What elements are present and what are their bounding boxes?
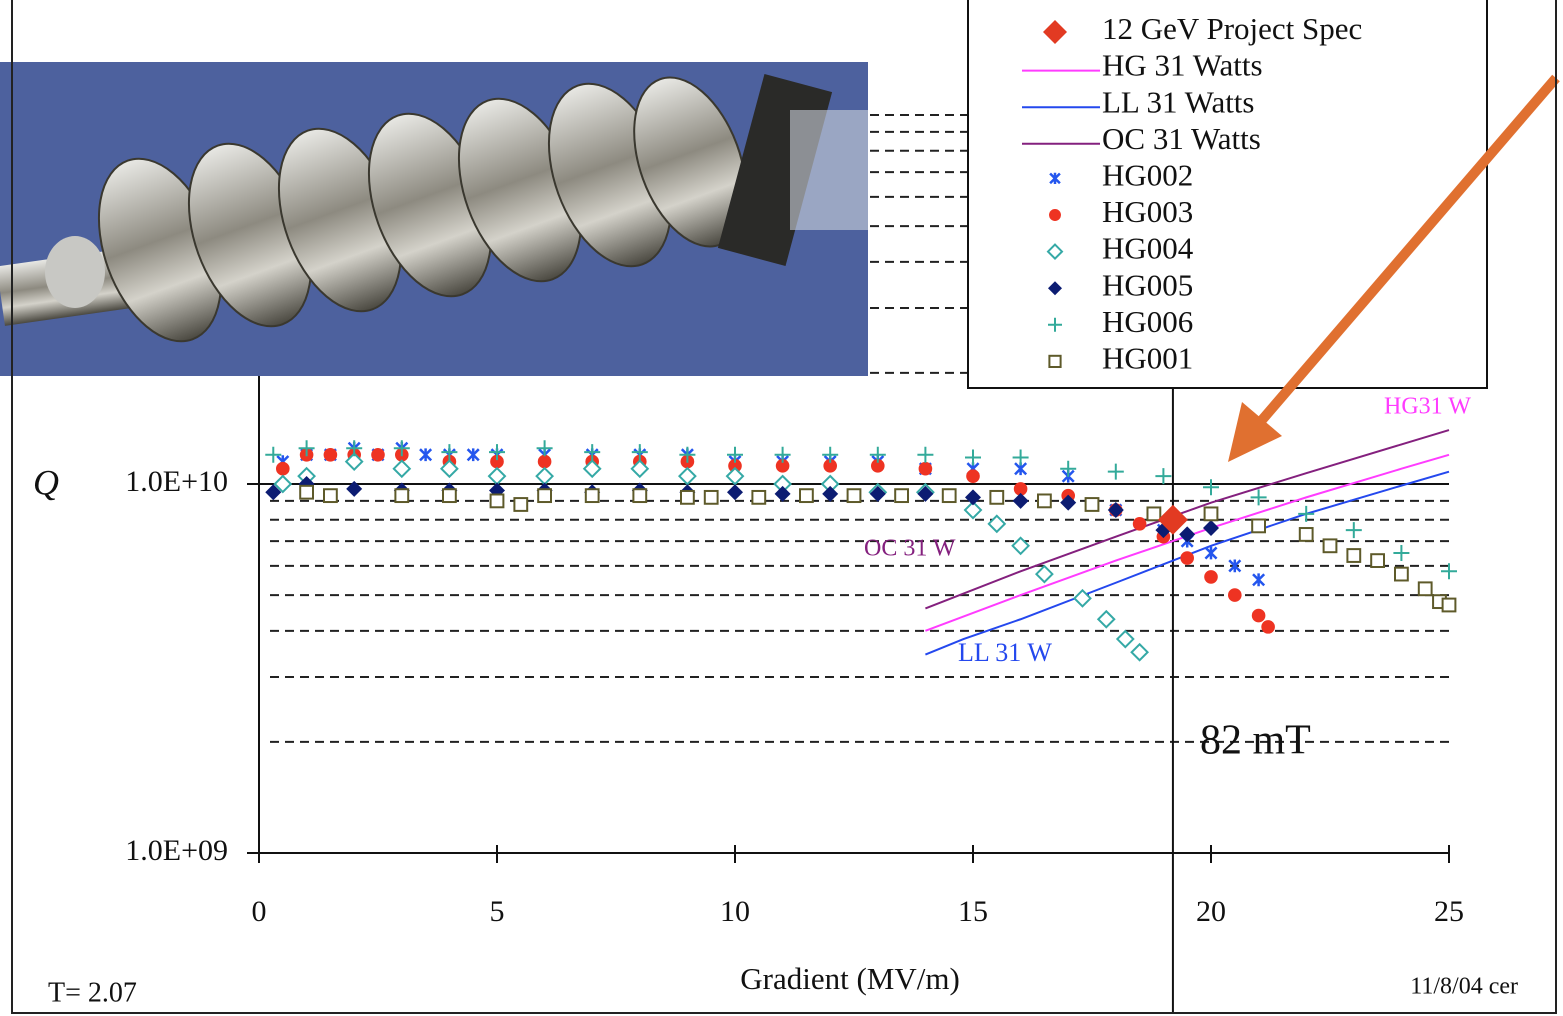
ll-line-label: LL 31 W: [958, 638, 1052, 667]
marker-open-square: [895, 489, 908, 502]
marker-open-square: [681, 491, 694, 504]
y-tick-label: 1.0E+09: [125, 834, 228, 867]
legend-label: HG 31 Watts: [1102, 48, 1263, 83]
marker-open-square: [943, 489, 956, 502]
x-tick-label: 15: [958, 895, 988, 928]
x-tick-label: 25: [1434, 895, 1464, 928]
x-tick-label: 5: [490, 895, 505, 928]
marker-circle: [1133, 517, 1147, 531]
marker-circle: [1228, 588, 1242, 602]
marker-circle: [324, 448, 338, 462]
marker-open-square: [990, 491, 1003, 504]
marker-open-square: [800, 489, 813, 502]
marker-open-square: [1205, 507, 1218, 520]
marker-circle: [919, 462, 933, 476]
x-tick-label: 10: [720, 895, 750, 928]
marker-open-square: [491, 494, 504, 507]
footer-right: 11/8/04 cer: [1410, 974, 1518, 1000]
y-axis-label: Q: [33, 462, 59, 502]
marker-open-square: [300, 486, 313, 499]
x-tick-label: 20: [1196, 895, 1226, 928]
marker-open-square: [586, 489, 599, 502]
marker-circle: [966, 469, 980, 483]
legend-label: HG006: [1102, 304, 1193, 339]
marker-open-square: [848, 489, 861, 502]
chart: 1.0E+09 1.0E+10 0 5 10 15 20 25 12 GeV Project …: [0, 0, 1563, 1016]
legend-label: OC 31 Watts: [1102, 121, 1261, 156]
marker-circle: [371, 448, 385, 462]
marker-open-square: [1252, 519, 1265, 532]
marker-open-square: [1324, 539, 1337, 552]
legend-label: HG005: [1102, 267, 1193, 302]
x-axis-label: Gradient (MV/m): [740, 961, 960, 996]
marker-open-square: [1371, 554, 1384, 567]
marker-open-square: [1419, 582, 1432, 595]
field-annotation: 82 mT: [1200, 718, 1311, 764]
photo-bg-item: [790, 110, 868, 230]
y-tick-label: 1.0E+10: [125, 465, 228, 498]
marker-open-square: [324, 489, 337, 502]
marker-circle: [1261, 620, 1275, 634]
marker-open-square: [443, 489, 456, 502]
marker-circle: [1252, 609, 1266, 623]
marker-open-square: [1443, 599, 1456, 612]
marker-open-square: [752, 491, 765, 504]
legend-label: LL 31 Watts: [1102, 84, 1255, 119]
legend-label: HG001: [1102, 341, 1193, 376]
hg-line-label: HG31 W: [1384, 394, 1471, 420]
legend-label: HG004: [1102, 231, 1194, 266]
marker-open-square: [705, 491, 718, 504]
marker-circle: [1049, 209, 1061, 221]
photo-flange: [45, 236, 105, 308]
marker-circle: [276, 462, 290, 476]
marker-open-square: [1395, 568, 1408, 581]
page: {"chart_data": { "type": "scatter", "x_l…: [0, 0, 1563, 1016]
marker-circle: [538, 455, 552, 469]
marker-circle: [1204, 570, 1218, 584]
marker-open-square: [514, 498, 527, 511]
legend-label: HG002: [1102, 158, 1193, 193]
x-tick-label: 0: [252, 895, 267, 928]
marker-open-square: [395, 489, 408, 502]
marker-open-square: [1147, 507, 1160, 520]
footer-left: T= 2.07: [48, 977, 137, 1008]
marker-circle: [1180, 551, 1194, 565]
marker-open-square: [538, 489, 551, 502]
legend-label: HG003: [1102, 194, 1193, 229]
marker-open-square: [1300, 528, 1313, 541]
marker-open-square: [1038, 494, 1051, 507]
marker-open-square: [633, 489, 646, 502]
marker-open-square: [1049, 356, 1060, 367]
marker-open-square: [1086, 498, 1099, 511]
marker-open-square: [1347, 549, 1360, 562]
legend-label: 12 GeV Project Spec: [1102, 11, 1362, 46]
oc-line-label: OC 31 W: [864, 536, 956, 562]
cavity-photo: [0, 62, 868, 376]
